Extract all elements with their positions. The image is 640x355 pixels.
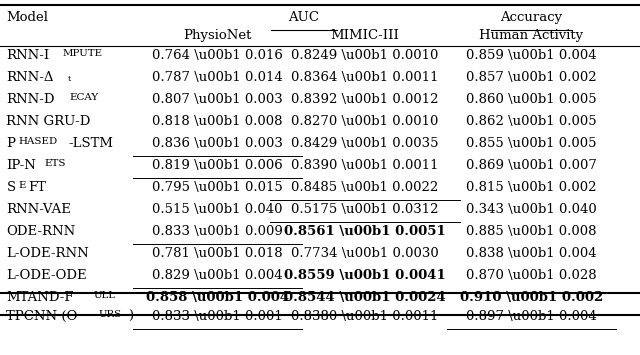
- Text: AUC: AUC: [289, 11, 319, 24]
- Text: URS: URS: [99, 310, 122, 319]
- Text: 0.860 \u00b1 0.005: 0.860 \u00b1 0.005: [466, 93, 596, 106]
- Text: ODE-RNN: ODE-RNN: [6, 225, 76, 238]
- Text: 0.343 \u00b1 0.040: 0.343 \u00b1 0.040: [466, 203, 596, 216]
- Text: 0.5175 \u00b1 0.0312: 0.5175 \u00b1 0.0312: [291, 203, 438, 216]
- Text: 0.829 \u00b1 0.004: 0.829 \u00b1 0.004: [152, 269, 283, 282]
- Text: 0.795 \u00b1 0.015: 0.795 \u00b1 0.015: [152, 181, 283, 194]
- Text: 0.8249 \u00b1 0.0010: 0.8249 \u00b1 0.0010: [291, 49, 438, 62]
- Text: ): ): [129, 310, 134, 323]
- Text: FT: FT: [28, 181, 45, 194]
- Text: 0.8380 \u00b1 0.0011: 0.8380 \u00b1 0.0011: [291, 310, 438, 323]
- Text: ₜ: ₜ: [68, 71, 71, 84]
- Text: L-ODE-ODE: L-ODE-ODE: [6, 269, 87, 282]
- Text: 0.885 \u00b1 0.008: 0.885 \u00b1 0.008: [466, 225, 596, 238]
- Text: HASED: HASED: [18, 137, 57, 146]
- Text: 0.815 \u00b1 0.002: 0.815 \u00b1 0.002: [466, 181, 596, 194]
- Text: 0.781 \u00b1 0.018: 0.781 \u00b1 0.018: [152, 247, 283, 260]
- Text: Human Activity: Human Activity: [479, 29, 583, 42]
- Text: 0.8390 \u00b1 0.0011: 0.8390 \u00b1 0.0011: [291, 159, 438, 172]
- Text: RNN-Δ: RNN-Δ: [6, 71, 54, 84]
- Text: RNN-I: RNN-I: [6, 49, 50, 62]
- Text: 0.8544 \u00b1 0.0024: 0.8544 \u00b1 0.0024: [284, 291, 445, 304]
- Text: RNN GRU-D: RNN GRU-D: [6, 115, 91, 128]
- Text: IP-N: IP-N: [6, 159, 36, 172]
- Text: 0.8559 \u00b1 0.0041: 0.8559 \u00b1 0.0041: [284, 269, 445, 282]
- Text: 0.8429 \u00b1 0.0035: 0.8429 \u00b1 0.0035: [291, 137, 438, 150]
- Text: RNN-VAE: RNN-VAE: [6, 203, 71, 216]
- Text: Accuracy: Accuracy: [500, 11, 563, 24]
- Text: -LSTM: -LSTM: [68, 137, 113, 150]
- Text: 0.910 \u00b1 0.002: 0.910 \u00b1 0.002: [460, 291, 603, 304]
- Text: 0.7734 \u00b1 0.0030: 0.7734 \u00b1 0.0030: [291, 247, 438, 260]
- Text: L-ODE-RNN: L-ODE-RNN: [6, 247, 89, 260]
- Text: S: S: [6, 181, 15, 194]
- Text: MPUTE: MPUTE: [62, 49, 102, 58]
- Text: 0.869 \u00b1 0.007: 0.869 \u00b1 0.007: [466, 159, 596, 172]
- Text: 0.515 \u00b1 0.040: 0.515 \u00b1 0.040: [152, 203, 283, 216]
- Text: 0.836 \u00b1 0.003: 0.836 \u00b1 0.003: [152, 137, 283, 150]
- Text: 0.8485 \u00b1 0.0022: 0.8485 \u00b1 0.0022: [291, 181, 438, 194]
- Text: TPCNN (O: TPCNN (O: [6, 310, 78, 323]
- Text: 0.870 \u00b1 0.028: 0.870 \u00b1 0.028: [466, 269, 596, 282]
- Text: ETS: ETS: [45, 159, 67, 168]
- Text: 0.819 \u00b1 0.006: 0.819 \u00b1 0.006: [152, 159, 283, 172]
- Text: 0.807 \u00b1 0.003: 0.807 \u00b1 0.003: [152, 93, 283, 106]
- Text: P: P: [6, 137, 15, 150]
- Text: Model: Model: [6, 11, 49, 24]
- Text: 0.8392 \u00b1 0.0012: 0.8392 \u00b1 0.0012: [291, 93, 438, 106]
- Text: 0.8364 \u00b1 0.0011: 0.8364 \u00b1 0.0011: [291, 71, 438, 84]
- Text: ECAY: ECAY: [69, 93, 98, 102]
- Text: 0.857 \u00b1 0.002: 0.857 \u00b1 0.002: [466, 71, 596, 84]
- Text: E: E: [18, 181, 26, 190]
- Text: 0.862 \u00b1 0.005: 0.862 \u00b1 0.005: [466, 115, 596, 128]
- Text: 0.859 \u00b1 0.004: 0.859 \u00b1 0.004: [466, 49, 596, 62]
- Text: 0.8561 \u00b1 0.0051: 0.8561 \u00b1 0.0051: [284, 225, 445, 238]
- Text: PhysioNet: PhysioNet: [184, 29, 252, 42]
- Text: 0.858 \u00b1 0.004: 0.858 \u00b1 0.004: [146, 291, 289, 304]
- Text: MTAND-F: MTAND-F: [6, 291, 74, 304]
- Text: 0.897 \u00b1 0.004: 0.897 \u00b1 0.004: [466, 310, 596, 323]
- Text: 0.833 \u00b1 0.001: 0.833 \u00b1 0.001: [152, 310, 283, 323]
- Text: 0.787 \u00b1 0.014: 0.787 \u00b1 0.014: [152, 71, 283, 84]
- Text: 0.855 \u00b1 0.005: 0.855 \u00b1 0.005: [466, 137, 596, 150]
- Text: 0.838 \u00b1 0.004: 0.838 \u00b1 0.004: [466, 247, 596, 260]
- Text: MIMIC-III: MIMIC-III: [330, 29, 399, 42]
- Text: ULL: ULL: [93, 291, 115, 300]
- Text: 0.818 \u00b1 0.008: 0.818 \u00b1 0.008: [152, 115, 283, 128]
- Text: 0.833 \u00b1 0.009: 0.833 \u00b1 0.009: [152, 225, 283, 238]
- Text: 0.764 \u00b1 0.016: 0.764 \u00b1 0.016: [152, 49, 283, 62]
- Text: 0.8270 \u00b1 0.0010: 0.8270 \u00b1 0.0010: [291, 115, 438, 128]
- Text: RNN-D: RNN-D: [6, 93, 55, 106]
